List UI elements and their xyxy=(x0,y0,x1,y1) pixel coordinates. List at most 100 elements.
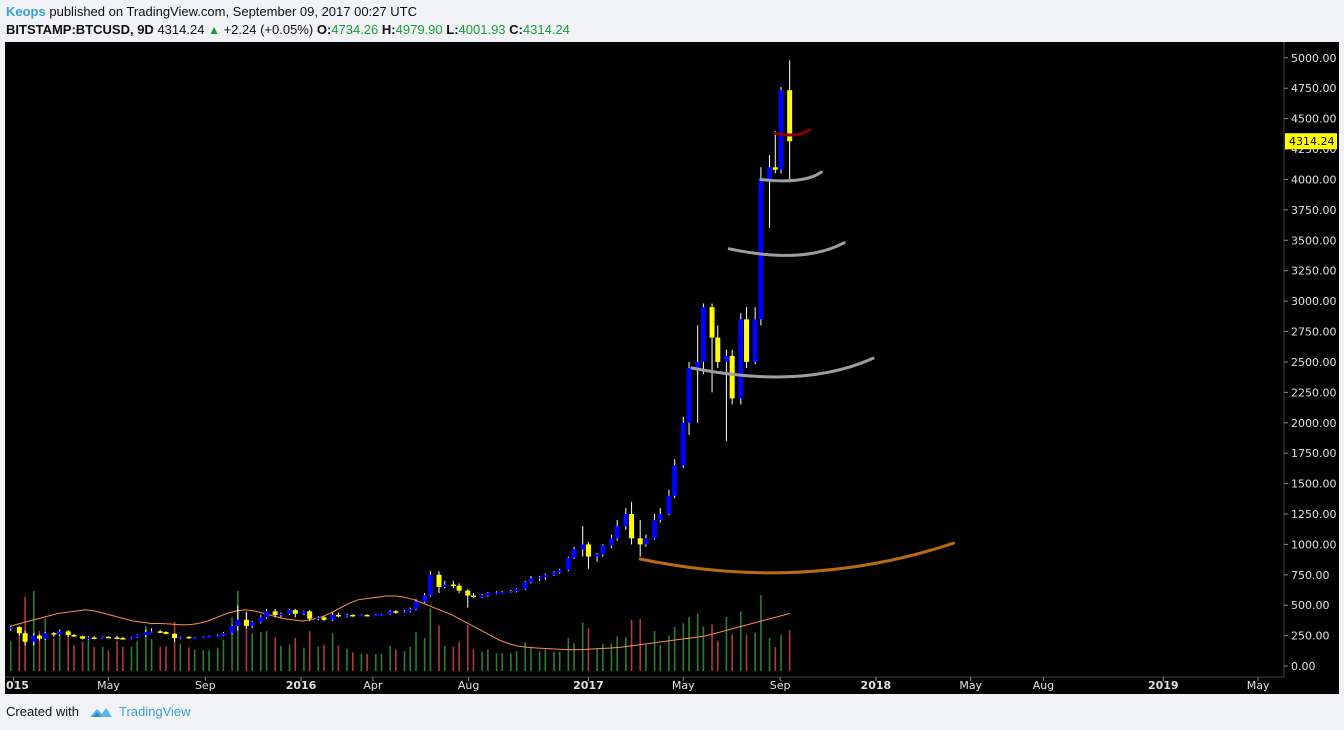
time-tick-label: 2015 xyxy=(5,679,29,692)
close-value: 4314.24 xyxy=(522,22,570,37)
candle-body xyxy=(758,179,764,320)
volume-bar xyxy=(260,631,262,671)
candle-body xyxy=(128,637,134,639)
candle-body xyxy=(787,90,793,142)
volume-bar xyxy=(673,627,676,671)
volume-bar xyxy=(130,646,133,671)
author-name[interactable]: Keops xyxy=(6,4,46,19)
candle-body xyxy=(143,631,149,636)
candle-body xyxy=(571,549,577,558)
candle-body xyxy=(600,545,606,555)
candle-body xyxy=(493,592,499,594)
volume-bar xyxy=(610,643,613,671)
candle-body xyxy=(436,574,442,587)
candle-body xyxy=(666,495,672,514)
up-arrow-icon: ▲ xyxy=(208,23,220,37)
volume-bar xyxy=(179,643,182,671)
candle-body xyxy=(594,554,600,557)
volume-bar xyxy=(725,617,728,671)
price-tick-label: 1750.00 xyxy=(1291,447,1337,460)
volume-bar xyxy=(596,648,598,671)
volume-bar xyxy=(581,622,584,671)
open-label: O: xyxy=(316,22,332,37)
candle-body xyxy=(149,631,155,633)
candle-body xyxy=(100,636,106,639)
tradingview-logo-icon xyxy=(89,705,113,719)
price-chart[interactable]: 5000.004750.004500.004250.004000.003750.… xyxy=(5,42,1339,694)
candle-body xyxy=(551,572,557,575)
price-tick-label: 3750.00 xyxy=(1291,204,1337,217)
candle-body xyxy=(528,578,534,583)
price-tick-label: 2250.00 xyxy=(1291,386,1337,399)
publish-line: Keops published on TradingView.com, Sept… xyxy=(6,4,570,22)
volume-bar xyxy=(711,624,713,671)
price-tick-label: 4750.00 xyxy=(1291,82,1337,95)
volume-bar xyxy=(237,591,239,671)
candle-body xyxy=(508,591,514,593)
ohlc-line: BITSTAMP:BTCUSD, 9D 4314.24 ▲ +2.24 (+0.… xyxy=(6,22,570,40)
volume-bar xyxy=(438,625,440,671)
volume-bar xyxy=(193,649,196,671)
created-with-text: Created with xyxy=(6,704,79,719)
candle-body xyxy=(470,595,476,597)
candle-body xyxy=(243,619,249,626)
volume-bar xyxy=(760,595,762,671)
candle-body xyxy=(709,307,715,338)
time-tick-label: Sep xyxy=(770,679,791,692)
candle-body xyxy=(105,636,111,639)
time-tick-label: 2017 xyxy=(573,679,604,692)
candle-body xyxy=(772,167,778,170)
candle-body xyxy=(229,625,235,634)
candle-body xyxy=(565,557,571,570)
candle-body xyxy=(344,614,350,617)
volume-bar xyxy=(145,626,147,671)
candle-body xyxy=(614,526,620,539)
volume-bar xyxy=(317,646,320,671)
candle-body xyxy=(91,637,97,639)
fan-arc-gray-1 xyxy=(690,356,875,379)
volume-bar xyxy=(208,650,210,671)
volume-bar xyxy=(544,649,547,671)
price-tick-label: 750.00 xyxy=(1291,569,1330,582)
price-tick-label: 500.00 xyxy=(1291,599,1330,612)
price-tick-label: 1500.00 xyxy=(1291,478,1337,491)
candle-body xyxy=(723,355,729,362)
volume-bar xyxy=(745,634,748,671)
candle-body xyxy=(402,611,408,613)
candle-body xyxy=(373,614,379,617)
volume-bar xyxy=(774,647,777,671)
volume-bar xyxy=(495,653,498,671)
candle-body xyxy=(700,307,706,362)
candle-body xyxy=(192,637,198,639)
candle-body xyxy=(22,633,28,642)
candle-body xyxy=(215,635,221,638)
volume-bar xyxy=(510,653,512,671)
candle-body xyxy=(686,368,692,423)
candle-body xyxy=(767,167,773,180)
volume-bar xyxy=(696,613,699,671)
time-tick-label: May xyxy=(97,679,120,692)
price-tick-label: 2000.00 xyxy=(1291,417,1337,430)
chart-area[interactable]: 5000.00 4750.00 4500.00 4250.00 4000.00 3750.… xyxy=(5,42,1339,694)
volume-bar xyxy=(9,641,12,671)
volume-bar xyxy=(32,591,35,671)
candle-body xyxy=(272,611,278,615)
volume-bar xyxy=(602,643,604,671)
candle-body xyxy=(744,319,750,362)
candle-body xyxy=(657,513,663,521)
price-tick-label: 4500.00 xyxy=(1291,113,1337,126)
candle-body xyxy=(364,614,370,617)
tradingview-link[interactable]: TradingView xyxy=(118,704,191,719)
candle-body xyxy=(585,544,591,557)
volume-bar xyxy=(409,646,412,671)
volume-bar xyxy=(245,611,248,671)
volume-bar xyxy=(93,647,95,671)
volume-bar xyxy=(524,642,527,671)
candle-body xyxy=(652,520,658,539)
volume-bar xyxy=(659,645,662,671)
candle-body xyxy=(580,544,586,550)
candle-body xyxy=(321,617,327,620)
volume-bar xyxy=(731,634,733,671)
volume-bar xyxy=(107,650,110,671)
candle-body xyxy=(456,585,462,591)
